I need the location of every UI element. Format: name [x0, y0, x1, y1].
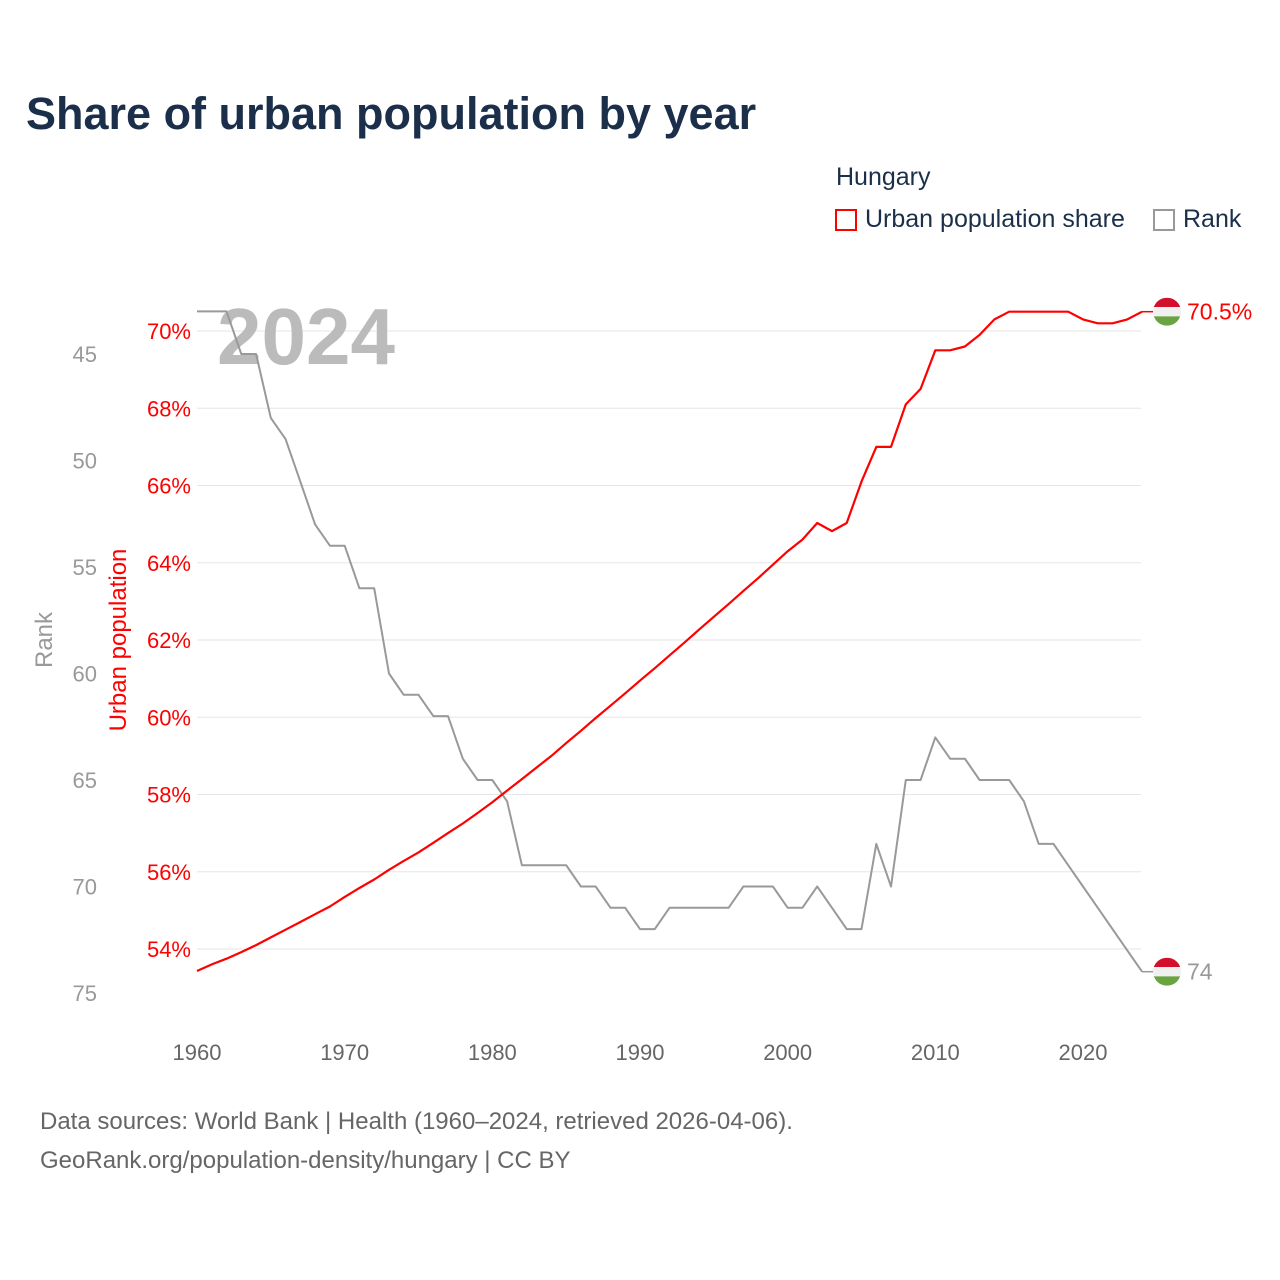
legend-swatch-urban [835, 208, 857, 231]
urban-tick-label: 54% [147, 937, 191, 962]
x-tick-label: 2010 [911, 1040, 960, 1065]
hungary-flag-icon [1153, 957, 1181, 986]
legend-item-urban[interactable]: Urban population share [835, 205, 1125, 234]
legend-item-rank[interactable]: Rank [1153, 205, 1241, 234]
rank-tick-label: 55 [73, 555, 97, 580]
urban-tick-label: 64% [147, 551, 191, 576]
x-tick-label: 1980 [468, 1040, 517, 1065]
urban-tick-label: 68% [147, 396, 191, 421]
x-tick-label: 1990 [616, 1040, 665, 1065]
urban-tick-label: 62% [147, 628, 191, 653]
source-line-1: Data sources: World Bank | Health (1960–… [40, 1108, 793, 1135]
legend-label-rank: Rank [1183, 205, 1242, 233]
urban-axis-label: Urban population [105, 549, 132, 732]
flag-green-stripe [1153, 976, 1181, 986]
urban-tick-label: 70% [147, 319, 191, 344]
rank-tick-label: 50 [73, 449, 97, 474]
source-line-2: GeoRank.org/population-density/hungary |… [40, 1147, 571, 1174]
x-tick-label: 2000 [763, 1040, 812, 1065]
urban-tick-label: 58% [147, 783, 191, 808]
x-tick-label: 1960 [173, 1040, 222, 1065]
rank-tick-label: 45 [73, 342, 97, 367]
rank-tick-label: 75 [73, 981, 97, 1006]
rank-tick-label: 70 [73, 875, 97, 900]
urban-tick-label: 56% [147, 860, 191, 885]
hungary-flag-icon [1153, 297, 1181, 326]
x-tick-label: 2020 [1059, 1040, 1108, 1065]
flag-white-stripe [1153, 307, 1181, 317]
flag-red-stripe [1153, 957, 1181, 968]
flag-green-stripe [1153, 316, 1181, 326]
flag-white-stripe [1153, 967, 1181, 977]
urban-share-line [196, 310, 1143, 973]
rank-tick-label: 65 [73, 768, 97, 793]
rank-line [197, 310, 1143, 973]
legend-country: Hungary [836, 163, 931, 191]
rank-axis-label: Rank [31, 611, 58, 668]
rank-line-end-label: 74 [1187, 959, 1213, 985]
legend-swatch-rank [1153, 208, 1175, 231]
year-watermark: 2024 [217, 292, 395, 381]
legend-label-urban: Urban population share [865, 205, 1125, 233]
urban-tick-label: 66% [147, 474, 191, 499]
flag-red-stripe [1153, 297, 1181, 308]
x-tick-label: 1970 [320, 1040, 369, 1065]
chart-title: Share of urban population by year [26, 88, 757, 139]
urban-tick-label: 60% [147, 705, 191, 730]
urban-share-line-end-label: 70.5% [1187, 299, 1252, 325]
rank-tick-label: 60 [73, 662, 97, 687]
